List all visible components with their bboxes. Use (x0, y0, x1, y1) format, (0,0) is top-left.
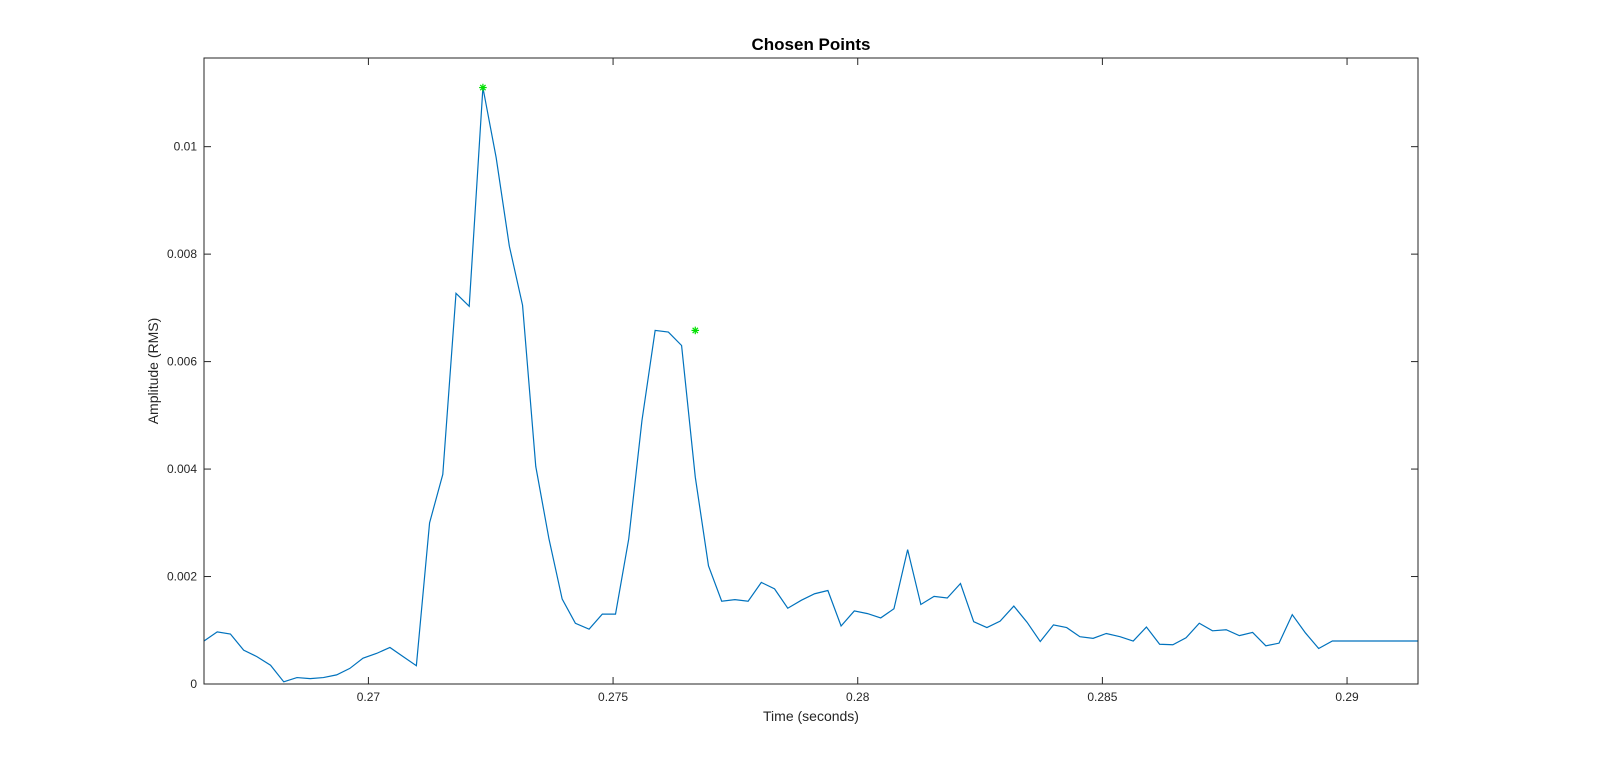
y-axis: 0 0.002 0.004 0.006 0.008 0.01 (167, 140, 1418, 691)
y-tick-label-3: 0.006 (167, 355, 197, 369)
x-tick-label-2: 0.28 (846, 690, 870, 704)
x-tick-label-3: 0.285 (1087, 690, 1117, 704)
x-tick-label-0: 0.27 (357, 690, 381, 704)
x-tick-label-1: 0.275 (598, 690, 628, 704)
chosen-point-marker-0 (479, 83, 487, 92)
x-tick-label-4: 0.29 (1335, 690, 1359, 704)
x-axis: 0.27 0.275 0.28 0.285 0.29 (357, 58, 1359, 704)
series-line-0 (204, 87, 1418, 683)
marker-layer (479, 83, 700, 335)
plot-area-border (203, 57, 1419, 685)
y-tick-label-1: 0.002 (167, 570, 197, 584)
y-tick-label-2: 0.004 (167, 462, 197, 476)
y-tick-label-5: 0.01 (174, 140, 198, 154)
chosen-point-marker-1 (691, 326, 700, 335)
series-layer (204, 87, 1418, 683)
y-tick-label-4: 0.008 (167, 247, 197, 261)
x-axis-label: Time (seconds) (763, 708, 859, 724)
y-axis-label: Amplitude (RMS) (145, 318, 161, 425)
y-tick-label-0: 0 (190, 677, 197, 691)
chart-title: Chosen Points (751, 35, 870, 54)
